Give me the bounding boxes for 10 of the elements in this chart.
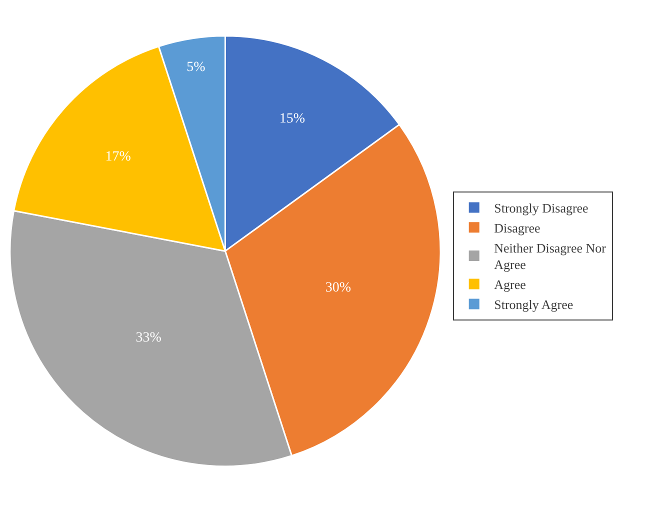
data-label: 33% xyxy=(136,330,162,346)
data-label: 17% xyxy=(105,149,132,164)
data-label: 5% xyxy=(186,60,206,75)
legend-label: Neither Disagree Nor Agree xyxy=(494,240,607,272)
data-label: 15% xyxy=(279,112,306,127)
data-label: 30% xyxy=(325,280,352,296)
legend-label: Strongly Disagree xyxy=(494,200,589,216)
legend-label: Agree xyxy=(494,277,526,292)
legend-label: Disagree xyxy=(494,220,541,236)
legend-label: Strongly Agree xyxy=(494,297,574,312)
